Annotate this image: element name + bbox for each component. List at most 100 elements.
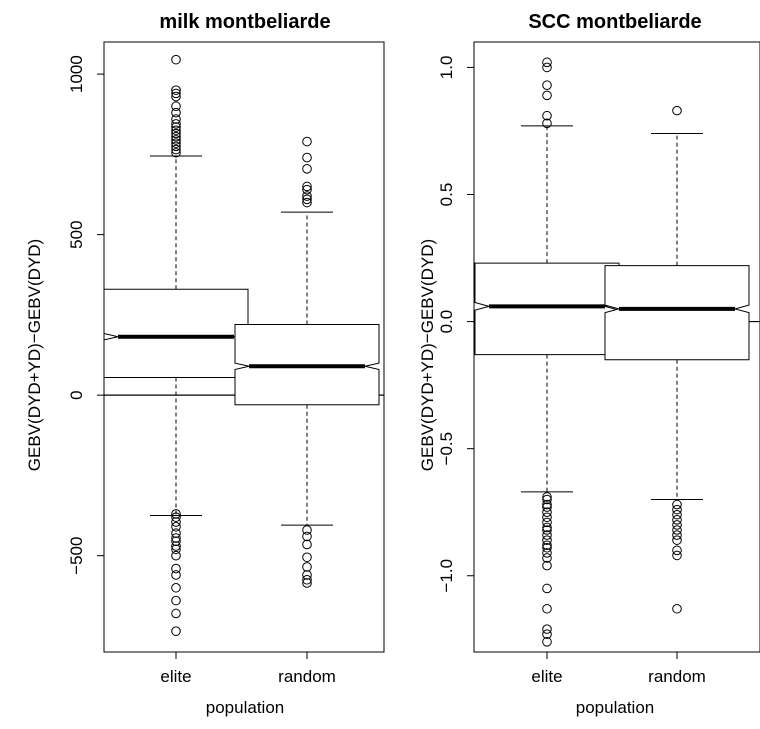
box-random bbox=[604, 105, 750, 614]
chart-title: SCC montbeliarde bbox=[528, 11, 701, 33]
outlier-point bbox=[171, 563, 181, 574]
outlier-point bbox=[542, 542, 552, 553]
y-tick-label: −1.0 bbox=[437, 559, 456, 593]
outlier-point bbox=[542, 530, 552, 540]
outlier-point bbox=[542, 624, 552, 634]
box-elite bbox=[103, 54, 249, 636]
outlier-point bbox=[171, 141, 181, 152]
y-tick-label: 500 bbox=[67, 220, 86, 248]
outlier-point bbox=[542, 553, 552, 563]
chart-title: milk montbeliarde bbox=[159, 11, 330, 33]
outlier-point bbox=[542, 512, 552, 523]
outlier-point bbox=[302, 164, 312, 174]
outlier-point bbox=[302, 574, 312, 585]
outlier-point bbox=[171, 582, 181, 593]
outlier-point bbox=[302, 194, 312, 205]
outlier-point bbox=[171, 528, 181, 539]
outlier-point bbox=[171, 114, 181, 124]
y-tick-label: 0 bbox=[67, 390, 86, 399]
outlier-point bbox=[542, 507, 552, 518]
x-tick-label: elite bbox=[531, 667, 562, 686]
outlier-point bbox=[302, 562, 312, 572]
outlier-point bbox=[171, 550, 181, 561]
y-tick-label: −0.5 bbox=[437, 432, 456, 466]
outlier-point bbox=[542, 629, 552, 640]
panel-milk: milk montbeliarde population GEBV(DYD+YD… bbox=[25, 11, 385, 717]
outlier-point bbox=[171, 128, 181, 139]
outlier-point bbox=[171, 608, 181, 619]
outlier-point bbox=[302, 539, 312, 550]
outlier-point bbox=[171, 147, 181, 158]
outlier-point bbox=[542, 583, 552, 594]
outlier-point bbox=[542, 90, 552, 101]
outlier-point bbox=[171, 88, 181, 99]
box-random bbox=[234, 136, 380, 588]
outlier-point bbox=[542, 494, 552, 505]
outlier-point bbox=[542, 492, 552, 502]
outlier-point bbox=[542, 57, 552, 68]
outlier-point bbox=[672, 545, 682, 556]
outlier-point bbox=[171, 536, 181, 547]
y-tick-label: 0.0 bbox=[437, 310, 456, 334]
y-axis-title: GEBV(DYD+YD)−GEBV(DYD) bbox=[25, 239, 44, 471]
outlier-point bbox=[542, 560, 552, 571]
y-tick-label: 0.5 bbox=[437, 183, 456, 207]
outlier-point bbox=[542, 535, 552, 545]
outlier-point bbox=[542, 548, 552, 558]
outlier-point bbox=[171, 626, 181, 636]
y-tick-label: −500 bbox=[67, 537, 86, 575]
x-tick-label: random bbox=[278, 667, 336, 686]
outlier-point bbox=[171, 131, 181, 142]
outlier-point bbox=[542, 62, 552, 73]
outlier-point bbox=[542, 110, 552, 121]
outlier-point bbox=[171, 107, 181, 118]
outlier-point bbox=[302, 181, 312, 192]
outlier-point bbox=[171, 512, 181, 522]
outlier-point bbox=[542, 502, 552, 512]
outlier-point bbox=[672, 504, 682, 515]
outlier-point bbox=[302, 570, 312, 580]
outlier-point bbox=[672, 530, 682, 540]
outlier-point bbox=[302, 531, 312, 542]
box-elite bbox=[474, 57, 620, 647]
outlier-point bbox=[171, 533, 181, 543]
box-body bbox=[103, 288, 249, 378]
outlier-point bbox=[672, 535, 682, 545]
y-axis-title: GEBV(DYD+YD)−GEBV(DYD) bbox=[418, 239, 437, 471]
outlier-point bbox=[672, 105, 682, 116]
outlier-point bbox=[171, 541, 181, 551]
outlier-point bbox=[542, 603, 552, 614]
outlier-point bbox=[171, 91, 181, 102]
panel-scc: SCC montbeliarde population GEBV(DYD+YD)… bbox=[418, 11, 760, 717]
outlier-point bbox=[672, 525, 682, 535]
box-body bbox=[474, 262, 620, 356]
outlier-point bbox=[672, 550, 682, 561]
outlier-point bbox=[542, 499, 552, 510]
outlier-point bbox=[672, 499, 682, 510]
outlier-point bbox=[302, 578, 312, 588]
outlier-point bbox=[171, 119, 181, 129]
box-body bbox=[604, 265, 750, 361]
plot-frame bbox=[473, 41, 760, 653]
x-axis-title: population bbox=[206, 698, 284, 717]
outlier-point bbox=[302, 197, 312, 208]
outlier-point bbox=[672, 603, 682, 614]
outlier-point bbox=[171, 54, 181, 65]
outlier-point bbox=[542, 525, 552, 535]
outlier-point bbox=[542, 540, 552, 551]
outlier-point bbox=[171, 517, 181, 527]
outlier-point bbox=[542, 80, 552, 91]
outlier-point bbox=[672, 515, 682, 525]
outlier-point bbox=[171, 135, 181, 145]
outlier-point bbox=[171, 138, 181, 148]
outlier-point bbox=[302, 552, 312, 563]
outlier-point bbox=[302, 525, 312, 535]
outlier-point bbox=[302, 184, 312, 195]
x-axis-title: population bbox=[576, 698, 654, 717]
outlier-point bbox=[171, 144, 181, 155]
outlier-point bbox=[542, 637, 552, 647]
outlier-point bbox=[302, 152, 312, 163]
x-tick-label: random bbox=[648, 667, 706, 686]
outlier-point bbox=[171, 595, 181, 606]
